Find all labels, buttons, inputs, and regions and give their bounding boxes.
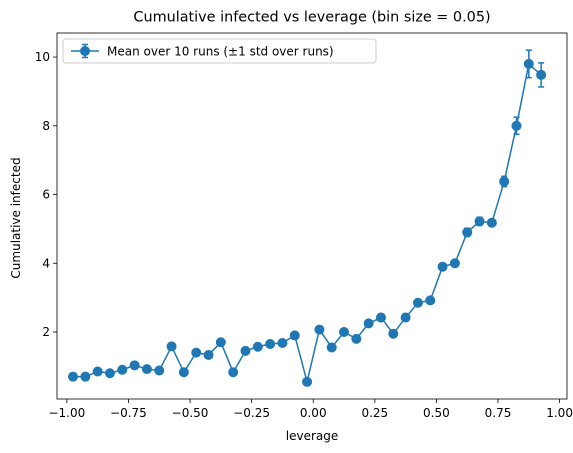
x-tick-label: −1.00 (48, 406, 85, 420)
data-point (129, 360, 140, 371)
data-point (499, 176, 510, 187)
data-point (215, 337, 226, 348)
data-point (178, 367, 189, 378)
data-point (536, 69, 547, 80)
data-point (523, 58, 534, 69)
data-point (339, 326, 350, 337)
data-point (388, 328, 399, 339)
data-point (302, 376, 313, 387)
x-axis-ticks: −1.00 −0.75 −0.50 −0.25 0.00 0.25 0.50 0.75 1.00 (48, 399, 573, 420)
data-point (425, 295, 436, 306)
data-point (252, 341, 263, 352)
data-point (166, 341, 177, 352)
data-point (351, 333, 362, 344)
plot-area (68, 49, 547, 387)
x-tick-label: 1.00 (546, 406, 573, 420)
data-point (265, 339, 276, 350)
chart-title: Cumulative infected vs leverage (bin siz… (133, 10, 490, 26)
data-point (191, 347, 202, 358)
data-point (363, 318, 374, 329)
data-point (412, 297, 423, 308)
data-point (474, 216, 485, 227)
data-series (68, 49, 547, 387)
x-tick-label: 0.75 (485, 406, 512, 420)
y-tick-label: 2 (42, 325, 50, 339)
y-tick-label: 4 (42, 256, 50, 270)
data-point (486, 217, 497, 228)
data-point (240, 345, 251, 356)
data-point (154, 365, 165, 376)
data-point (400, 312, 411, 323)
data-point (117, 364, 128, 375)
legend: Mean over 10 runs (±1 std over runs) (62, 38, 377, 64)
x-tick-label: 0.25 (361, 406, 388, 420)
data-point (511, 120, 522, 131)
y-axis-ticks: 2 4 6 8 10 (35, 50, 57, 339)
data-point (203, 350, 214, 361)
data-point (141, 364, 152, 375)
plot-frame (56, 32, 568, 400)
data-point (92, 366, 103, 377)
x-axis-label: leverage (286, 429, 339, 443)
data-point (277, 337, 288, 348)
data-point (449, 258, 460, 269)
data-point (68, 371, 79, 382)
y-tick-label: 6 (42, 188, 50, 202)
data-point (375, 312, 386, 323)
x-tick-label: 0.50 (423, 406, 450, 420)
y-tick-label: 8 (42, 119, 50, 133)
x-tick-label: −0.25 (233, 406, 270, 420)
y-tick-label: 10 (35, 50, 50, 64)
data-point (80, 371, 91, 382)
data-point (289, 330, 300, 341)
data-point (326, 342, 337, 353)
x-tick-label: −0.50 (172, 406, 209, 420)
legend-entry-label: Mean over 10 runs (±1 std over runs) (107, 45, 334, 59)
series-line (73, 63, 542, 383)
data-point (228, 367, 239, 378)
x-tick-label: −0.75 (110, 406, 147, 420)
legend-marker-sample (80, 46, 90, 56)
data-point (437, 261, 448, 272)
y-axis-label: Cumulative infected (9, 157, 23, 278)
data-point (462, 227, 473, 238)
data-point (314, 324, 325, 335)
legend-box (62, 38, 377, 64)
data-point (104, 368, 115, 379)
x-tick-label: 0.00 (300, 406, 327, 420)
